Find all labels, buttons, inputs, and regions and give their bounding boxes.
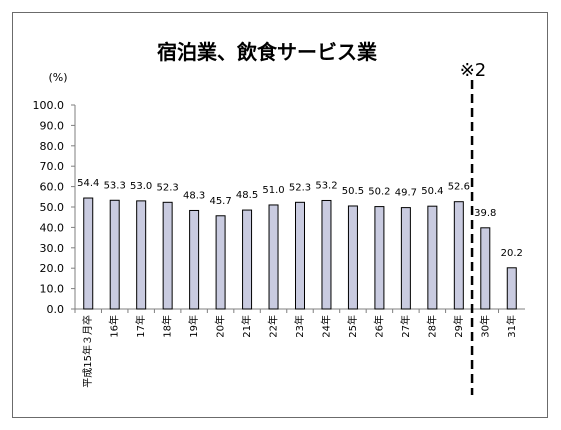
data-label: 50.2 [368,187,390,198]
bar [321,199,332,310]
data-label: 52.3 [157,182,179,193]
data-label: 50.5 [342,186,364,197]
data-label: 50.4 [421,186,443,197]
x-tick-label: 28年 [425,315,438,338]
x-tick-label: 27年 [399,315,412,338]
x-tick-label: 26年 [372,315,385,338]
y-tick-label: 90.0 [40,119,65,132]
data-label: 20.2 [501,248,523,259]
bar [162,201,173,310]
y-tick-label: 30.0 [40,242,65,255]
bar [268,204,279,310]
x-tick-label: 21年 [240,315,253,338]
bar [215,215,226,310]
data-labels: 54.4 53.3 53.0 52.3 48.3 45.7 48.5 51.0 52.3 53.2… [77,178,523,259]
x-tick-label: 25年 [346,315,359,338]
y-axis-unit: (%) [48,71,67,84]
bar [427,205,438,310]
data-label: 48.5 [236,190,258,201]
bar [83,197,94,310]
y-tick-label: 100.0 [33,99,65,112]
bars [83,197,517,310]
bar [189,209,200,310]
x-tick-label: 29年 [452,315,465,338]
x-tick-label: 平成15年３月卒 [81,315,94,388]
bar [136,200,147,310]
data-label: 45.7 [209,196,231,207]
data-label: 51.0 [262,185,284,196]
y-tick-label: 50.0 [40,201,65,214]
y-tick-label: 80.0 [40,140,65,153]
bar [374,206,385,310]
x-tick-label: 24年 [319,315,332,338]
x-tick-label: 22年 [267,315,280,338]
y-tick-label: 20.0 [40,262,65,275]
x-tick-label: 19年 [187,315,200,338]
data-label: 52.3 [289,182,311,193]
y-tick-label: 40.0 [40,221,65,234]
bar [453,201,464,310]
bar [400,207,411,310]
y-tick-labels: 100.0 90.0 80.0 70.0 60.0 50.0 40.0 30.0 20.0 10.… [33,99,65,316]
y-tick-label: 60.0 [40,181,65,194]
data-label: 53.0 [130,181,152,192]
bar [242,209,253,310]
data-label: 49.7 [395,188,417,199]
x-tick-labels: 平成15年３月卒 16年 17年 18年 19年 20年 21年 22年 23年 24年 25年 26… [81,315,518,388]
bar [506,267,517,310]
annotation-note: ※2 [460,60,487,81]
data-label: 48.3 [183,190,205,201]
x-tick-label: 18年 [161,315,174,338]
x-tick-label: 30年 [478,315,491,338]
bar [295,201,305,310]
chart-title: 宿泊業、飲食サービス業 [157,40,378,64]
y-tick-label: 70.0 [40,160,65,173]
data-label: 53.3 [104,180,126,191]
data-label: 54.4 [77,178,99,189]
bar [347,205,358,310]
data-label: 39.8 [474,208,496,219]
x-tick-label: 23年 [293,315,306,338]
data-label: 53.2 [315,180,337,191]
x-tick-label: 31年 [505,315,518,338]
bar [480,227,491,310]
y-tick-label: 0.0 [47,303,65,316]
data-label: 52.6 [448,182,470,193]
bar [109,199,120,310]
x-tick-label: 16年 [108,315,121,338]
x-tick-label: 20年 [214,315,227,338]
x-tick-label: 17年 [134,315,147,338]
y-tick-label: 10.0 [40,283,65,296]
